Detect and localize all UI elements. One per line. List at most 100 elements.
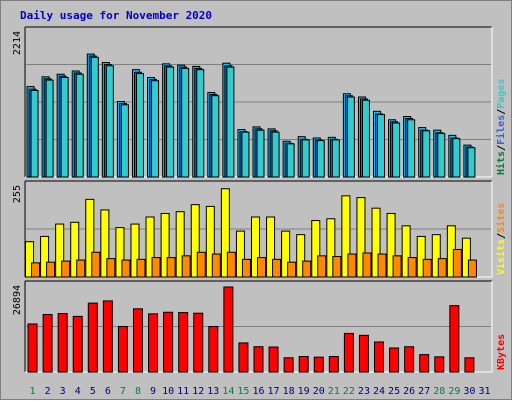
x-label-31: 31 [478, 386, 490, 397]
bar-sites-19 [302, 260, 312, 278]
x-label-1: 1 [30, 386, 36, 397]
bar-pages-29 [452, 138, 461, 178]
bar-visits-14 [220, 188, 230, 278]
x-label-19: 19 [298, 386, 310, 397]
bar-pages-7 [120, 104, 129, 178]
bar-kbytes-8 [132, 308, 143, 373]
legend-separator: / [496, 109, 507, 115]
bar-visits-21 [326, 218, 336, 278]
bar-kbytes-24 [374, 341, 385, 373]
legend: Visits/Sites [495, 203, 507, 275]
bar-visits-5 [85, 198, 95, 278]
bar-pages-5 [90, 56, 99, 178]
legend-kbytes: KBytes [496, 334, 507, 370]
bar-sites-22 [347, 253, 357, 278]
bar-sites-30 [467, 259, 477, 278]
bar-visits-4 [70, 221, 80, 278]
x-label-6: 6 [105, 386, 111, 397]
bar-pages-25 [392, 122, 401, 178]
bar-visits-12 [190, 204, 200, 278]
bar-sites-28 [437, 258, 447, 278]
bar-sites-9 [151, 257, 161, 278]
bar-pages-23 [361, 99, 370, 178]
bar-pages-4 [75, 73, 84, 178]
bar-sites-10 [166, 257, 176, 278]
x-label-20: 20 [313, 386, 325, 397]
bar-sites-27 [422, 258, 432, 278]
x-label-3: 3 [60, 386, 66, 397]
bar-visits-18 [281, 230, 291, 278]
x-label-29: 29 [448, 386, 460, 397]
x-label-14: 14 [222, 386, 234, 397]
x-label-26: 26 [403, 386, 415, 397]
bar-pages-6 [105, 65, 114, 178]
y-max-label: 26894 [12, 285, 23, 315]
bar-pages-2 [45, 79, 54, 178]
bar-visits-11 [175, 211, 185, 278]
bar-kbytes-27 [419, 354, 430, 373]
legend-files: Files [495, 115, 507, 145]
x-label-27: 27 [418, 386, 430, 397]
bar-sites-15 [241, 258, 251, 278]
bar-visits-15 [235, 230, 245, 278]
bar-pages-19 [301, 139, 310, 178]
bar-visits-7 [115, 227, 125, 278]
bar-pages-30 [467, 147, 476, 178]
bar-pages-13 [211, 95, 220, 178]
bar-kbytes-30 [464, 357, 475, 373]
bar-kbytes-5 [87, 302, 98, 373]
legend-pages: Pages [496, 79, 507, 109]
bar-kbytes-10 [163, 311, 174, 373]
bar-pages-8 [135, 73, 144, 178]
bar-sites-17 [272, 258, 282, 278]
bar-pages-15 [241, 131, 250, 178]
bar-visits-19 [296, 234, 306, 278]
x-label-4: 4 [75, 386, 81, 397]
bar-kbytes-4 [72, 315, 83, 373]
x-label-5: 5 [90, 386, 96, 397]
bar-visits-23 [356, 197, 366, 278]
bar-sites-6 [106, 258, 116, 278]
x-label-22: 22 [343, 386, 355, 397]
bar-visits-22 [341, 195, 351, 278]
x-label-11: 11 [177, 386, 189, 397]
x-label-18: 18 [283, 386, 295, 397]
bar-sites-25 [392, 255, 402, 278]
bar-sites-16 [257, 257, 266, 278]
bar-visits-2 [40, 235, 50, 278]
bar-visits-3 [55, 223, 65, 278]
bar-sites-7 [121, 259, 131, 278]
bar-pages-24 [377, 114, 386, 178]
bar-kbytes-17 [268, 346, 279, 373]
bar-sites-3 [61, 260, 71, 278]
bar-pages-22 [346, 96, 355, 178]
bar-kbytes-11 [178, 312, 189, 373]
x-label-16: 16 [252, 386, 264, 397]
bar-visits-13 [205, 205, 215, 278]
bar-kbytes-6 [102, 300, 113, 373]
bar-kbytes-1 [27, 323, 38, 373]
bar-visits-10 [160, 212, 170, 278]
bar-pages-12 [196, 69, 205, 178]
bar-pages-10 [166, 66, 175, 178]
bar-kbytes-16 [253, 346, 264, 373]
bar-pages-1 [30, 89, 39, 178]
bar-pages-16 [256, 129, 265, 178]
x-label-8: 8 [135, 386, 141, 397]
legend-sites: Sites [495, 203, 507, 233]
bar-visits-20 [311, 220, 321, 278]
bar-visits-26 [401, 225, 411, 278]
bar-sites-13 [211, 253, 221, 278]
bar-visits-17 [266, 216, 276, 278]
legend-visits: Visits [495, 239, 507, 275]
bar-kbytes-14 [223, 286, 234, 373]
bar-kbytes-2 [42, 313, 53, 373]
bar-sites-8 [136, 258, 146, 278]
x-label-9: 9 [150, 386, 156, 397]
legend-separator: / [496, 145, 507, 151]
x-label-17: 17 [268, 386, 280, 397]
bar-pages-9 [151, 80, 160, 178]
x-label-30: 30 [463, 386, 475, 397]
bar-sites-4 [76, 259, 86, 278]
